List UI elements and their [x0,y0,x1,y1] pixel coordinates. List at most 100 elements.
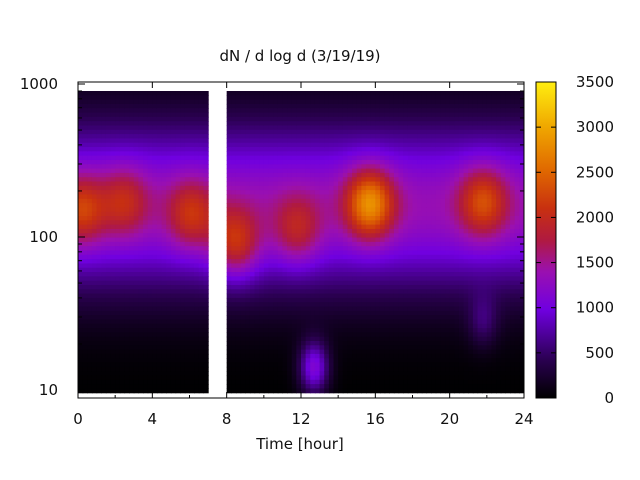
heatmap-cell [314,302,321,308]
heatmap-cell [78,315,84,321]
heatmap-cell [119,203,126,208]
heatmap-cell [426,159,432,165]
heatmap-cell [296,108,302,114]
heatmap-cell [170,246,177,252]
heatmap-cell [328,272,335,277]
heatmap-cell [421,259,428,265]
heatmap-cell [291,177,297,183]
heatmap-cell [133,302,139,308]
heatmap-cell [324,151,330,157]
heatmap-cell [356,168,362,174]
heatmap-cell [82,306,88,312]
heatmap-cell [338,289,344,295]
heatmap-cell [324,349,330,355]
heatmap-cell [393,134,400,140]
heatmap-cell [421,323,428,329]
heatmap-cell [133,99,139,105]
heatmap-cell [245,220,251,226]
heatmap-cell [189,319,195,325]
heatmap-cell [412,246,418,252]
heatmap-cell [82,267,88,273]
heatmap-cell [338,211,344,217]
heatmap-cell [370,366,376,372]
heatmap-cell [370,164,376,170]
heatmap-cell [421,272,428,277]
heatmap-cell [198,220,205,226]
heatmap-cell [133,181,139,187]
heatmap-cell [240,319,246,325]
heatmap-cell [398,306,404,312]
heatmap-cell [189,164,195,170]
heatmap-cell [398,366,404,372]
heatmap-cell [356,302,362,308]
heatmap-cell [180,315,186,321]
heatmap-cell [226,121,232,127]
heatmap-cell [273,99,279,105]
heatmap-cell [161,198,167,204]
heatmap-cell [133,349,139,355]
heatmap-cell [342,306,349,312]
heatmap-cell [184,185,191,191]
heatmap-cell [342,250,349,256]
heatmap-cell [235,194,242,200]
heatmap-cell [129,134,135,140]
heatmap-cell [161,323,167,329]
heatmap-cell [403,121,409,127]
heatmap-cell [166,366,172,372]
heatmap-cell [189,177,195,183]
heatmap-cell [338,207,344,213]
heatmap-cell [91,345,98,351]
heatmap-cell [110,371,116,377]
heatmap-cell [189,263,195,269]
heatmap-cell [91,116,98,122]
heatmap-cell [254,237,260,243]
heatmap-cell [319,198,325,204]
heatmap-cell [301,121,307,127]
heatmap-cell [184,323,191,329]
heatmap-cell [166,181,172,187]
heatmap-cell [259,293,265,299]
heatmap-cell [296,280,302,286]
heatmap-cell [180,177,186,183]
heatmap-cell [189,358,195,364]
heatmap-cell [375,116,381,122]
heatmap-cell [235,241,242,247]
heatmap-cell [370,125,376,131]
heatmap-cell [375,259,381,265]
heatmap-cell [375,375,381,381]
heatmap-cell [115,362,121,368]
heatmap-cell [91,203,98,208]
heatmap-cell [296,340,302,346]
heatmap-cell [282,177,288,183]
heatmap-cell [138,289,144,295]
heatmap-cell [138,224,144,230]
heatmap-cell [189,112,195,118]
heatmap-cell [305,263,311,269]
heatmap-cell [156,151,163,157]
heatmap-cell [133,228,139,234]
heatmap-cell [287,220,293,226]
heatmap-cell [370,375,376,381]
heatmap-cell [82,366,88,372]
heatmap-cell [342,328,349,333]
heatmap-cell [412,250,418,256]
heatmap-cell [138,328,144,333]
heatmap-cell [314,384,321,389]
heatmap-cell [389,289,395,295]
heatmap-cell [231,366,237,372]
heatmap-cell [268,177,274,183]
heatmap-cell [375,306,381,312]
heatmap-cell [184,306,191,312]
heatmap-cell [282,276,288,282]
heatmap-cell [119,254,126,260]
heatmap-cell [310,147,316,152]
heatmap-cell [352,216,358,221]
heatmap-cell [133,306,139,312]
heatmap-cell [370,159,376,165]
heatmap-cell [87,216,93,221]
heatmap-cell [138,151,144,157]
heatmap-cell [175,129,181,135]
heatmap-cell [426,168,432,174]
heatmap-cell [328,237,335,243]
heatmap-cell [96,112,102,118]
